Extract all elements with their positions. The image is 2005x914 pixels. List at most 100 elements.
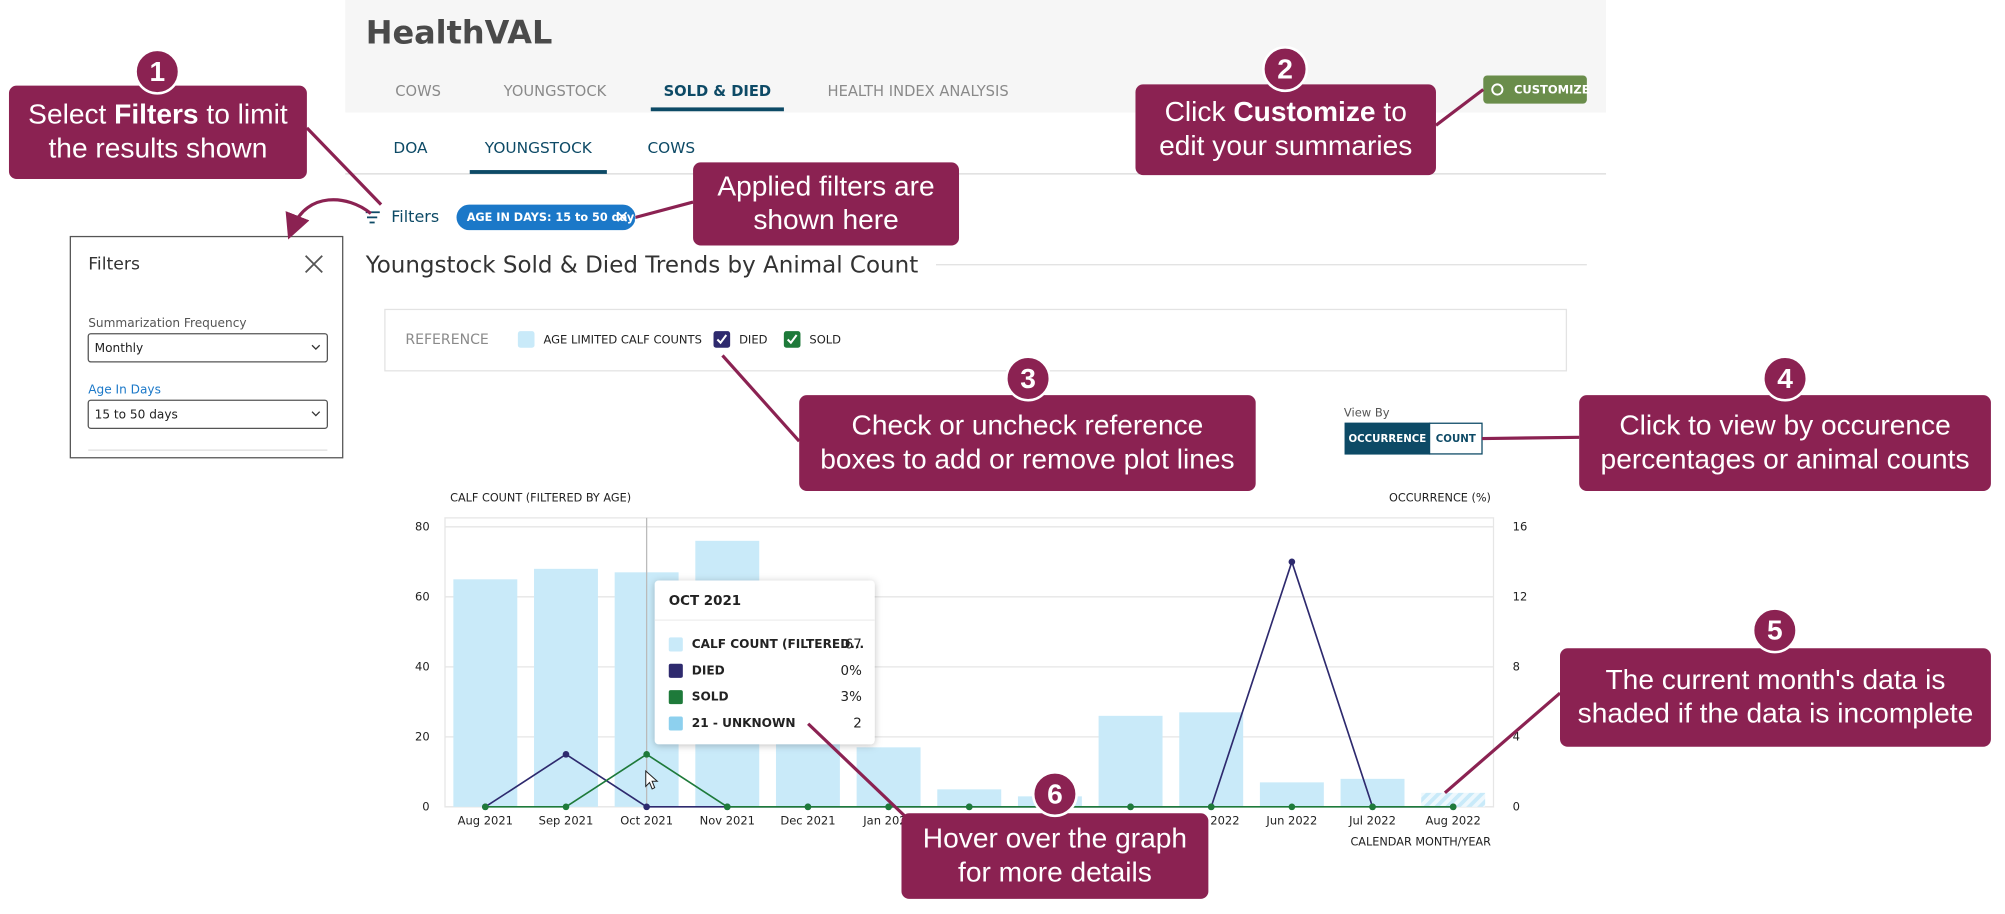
callout-bold: Customize bbox=[1233, 97, 1375, 128]
select-box[interactable] bbox=[87, 399, 328, 429]
subtab[interactable]: YOUNGSTOCK bbox=[484, 139, 593, 157]
tooltip-label: 21 - UNKNOWN bbox=[692, 716, 796, 730]
callout-number: 3 bbox=[1020, 363, 1036, 394]
select-value: Monthly bbox=[95, 341, 144, 355]
callout-number: 2 bbox=[1277, 53, 1293, 84]
callout-text: for more details bbox=[958, 857, 1152, 888]
callout-badge bbox=[1262, 46, 1309, 93]
callout-segment: Check or uncheck reference bbox=[852, 410, 1204, 441]
bar[interactable] bbox=[1259, 782, 1324, 807]
callout-connector bbox=[305, 126, 383, 206]
tab[interactable]: HEALTH INDEX ANALYSIS bbox=[828, 83, 1009, 100]
callout-badge bbox=[1031, 771, 1078, 818]
callout-segment: to limit bbox=[199, 99, 288, 130]
callout-text: boxes to add or remove plot lines bbox=[820, 444, 1234, 475]
check-mark bbox=[716, 334, 728, 345]
toggle-label[interactable]: OCCURRENCE bbox=[1349, 434, 1427, 445]
bar[interactable] bbox=[1421, 792, 1486, 807]
bar[interactable] bbox=[1340, 778, 1405, 807]
point[interactable] bbox=[1449, 803, 1457, 811]
callout-box bbox=[1579, 395, 1991, 492]
callout-text: Click to view by occurence bbox=[1619, 410, 1950, 441]
x-tick-label: Aug 2022 bbox=[1425, 813, 1480, 827]
callout-text: shaded if the data is incomplete bbox=[1578, 698, 1974, 729]
y-tick-label: 80 bbox=[415, 519, 430, 533]
chip-close[interactable] bbox=[617, 211, 628, 222]
bar[interactable] bbox=[937, 789, 1002, 807]
callout-text: Click Customize to bbox=[1165, 97, 1407, 128]
customize-button[interactable] bbox=[1483, 75, 1587, 104]
callout-box bbox=[1135, 84, 1436, 176]
panel-title: Filters bbox=[88, 255, 140, 275]
bar[interactable] bbox=[453, 579, 518, 807]
x-tick-label: Jan 2022 bbox=[862, 813, 914, 827]
callout-segment: to bbox=[1376, 97, 1407, 128]
section-title: Youngstock Sold & Died Trends by Animal … bbox=[365, 252, 919, 278]
x-tick-label: Nov 2021 bbox=[700, 813, 755, 827]
bar[interactable] bbox=[534, 568, 598, 807]
panel-close[interactable] bbox=[304, 255, 323, 273]
select-box[interactable] bbox=[87, 333, 328, 363]
y-tick-label: 0 bbox=[422, 799, 429, 813]
toggle-option[interactable] bbox=[1344, 422, 1431, 455]
point[interactable] bbox=[1288, 558, 1296, 566]
tab[interactable]: COWS bbox=[395, 83, 441, 100]
view-by-label: View By bbox=[1344, 406, 1390, 420]
bar[interactable] bbox=[856, 747, 921, 807]
bar[interactable] bbox=[1098, 715, 1163, 807]
y2-tick-label: 12 bbox=[1513, 589, 1528, 603]
legend-label: SOLD bbox=[809, 333, 841, 347]
tooltip-value: 0% bbox=[841, 664, 862, 679]
point[interactable] bbox=[885, 803, 892, 811]
tab[interactable]: SOLD & DIED bbox=[664, 83, 772, 100]
subtab[interactable]: DOA bbox=[393, 139, 428, 157]
app-title: HealthVAL bbox=[366, 14, 553, 52]
point[interactable] bbox=[643, 751, 650, 758]
reference-label: REFERENCE bbox=[405, 332, 488, 348]
callout-connector bbox=[1481, 435, 1580, 441]
bar[interactable] bbox=[1179, 712, 1244, 807]
callout-box bbox=[799, 395, 1256, 492]
select-value: 15 to 50 days bbox=[95, 407, 178, 421]
filter-chip[interactable] bbox=[456, 204, 636, 231]
y-tick-label: 60 bbox=[415, 589, 430, 603]
tab-underline bbox=[650, 107, 784, 112]
callout-segment: percentages or animal counts bbox=[1601, 444, 1970, 475]
callout-box bbox=[8, 85, 307, 180]
point[interactable] bbox=[562, 803, 570, 811]
point[interactable] bbox=[1369, 803, 1376, 811]
point[interactable] bbox=[562, 751, 570, 758]
callout-badge bbox=[1005, 355, 1052, 402]
point[interactable] bbox=[804, 803, 812, 811]
callout-connector bbox=[1435, 88, 1485, 127]
callout-arrow bbox=[285, 198, 372, 240]
plot-frame bbox=[444, 517, 1495, 808]
y2-axis-title: OCCURRENCE (%) bbox=[1389, 492, 1491, 505]
point[interactable] bbox=[1207, 803, 1215, 811]
subtab[interactable]: COWS bbox=[647, 139, 695, 157]
callout-connector bbox=[721, 354, 801, 443]
callout-segment: edit your summaries bbox=[1159, 130, 1412, 161]
point[interactable] bbox=[723, 803, 731, 811]
chevron bbox=[311, 411, 321, 417]
toggle-label[interactable]: COUNT bbox=[1436, 434, 1476, 445]
point[interactable] bbox=[481, 803, 489, 811]
tab[interactable]: YOUNGSTOCK bbox=[503, 83, 607, 100]
point[interactable] bbox=[1288, 803, 1296, 811]
field-label: Summarization Frequency bbox=[88, 316, 246, 330]
callout-text: Hover over the graph bbox=[923, 823, 1187, 854]
point[interactable] bbox=[643, 803, 650, 811]
point[interactable] bbox=[965, 803, 973, 811]
x-axis-title: CALENDAR MONTH/YEAR bbox=[1350, 836, 1491, 849]
callout-segment: Click to view by occurence bbox=[1619, 410, 1950, 441]
y2-tick-label: 16 bbox=[1513, 519, 1528, 533]
customize-label[interactable]: CUSTOMIZE bbox=[1514, 83, 1590, 97]
legend-label: AGE LIMITED CALF COUNTS bbox=[543, 333, 701, 347]
legend-checkbox[interactable] bbox=[517, 331, 535, 348]
callout-number: 5 bbox=[1767, 615, 1783, 646]
y-tick-label: 20 bbox=[415, 729, 430, 743]
filters-link[interactable]: Filters bbox=[391, 207, 439, 226]
callout-segment: The current month's data is bbox=[1606, 664, 1946, 695]
point[interactable] bbox=[1127, 803, 1134, 811]
